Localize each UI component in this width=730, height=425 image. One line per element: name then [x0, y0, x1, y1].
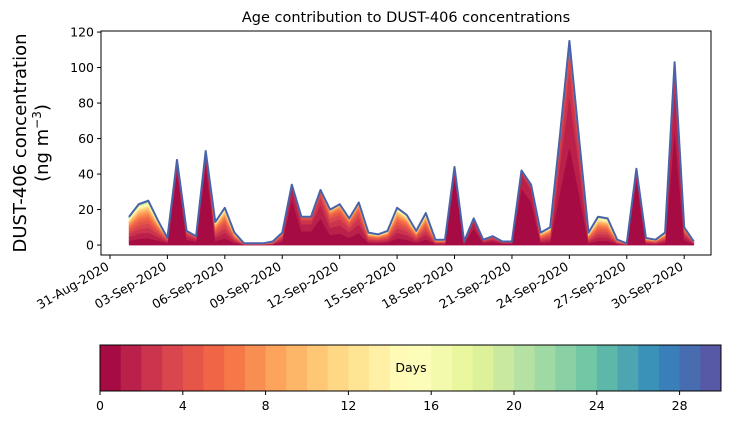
colorbar-bin-16 [431, 345, 453, 391]
colorbar-bin-19 [493, 345, 515, 391]
colorbar-bin-23 [576, 345, 598, 391]
colorbar-bin-25 [617, 345, 639, 391]
colorbar-bin-1 [120, 345, 142, 391]
x-axis: 31-Aug-202003-Sep-202006-Sep-202009-Sep-… [34, 255, 686, 312]
y-tick-label: 60 [78, 131, 94, 146]
colorbar-bin-21 [534, 345, 556, 391]
y-tick-label: 0 [86, 238, 94, 253]
colorbar-tick-label: 0 [96, 398, 104, 413]
colorbar-bin-6 [224, 345, 246, 391]
colorbar-bin-29 [700, 345, 722, 391]
y-tick-label: 20 [78, 202, 94, 217]
colorbar-bin-15 [410, 345, 432, 391]
chart-title: Age contribution to DUST-406 concentrati… [242, 10, 570, 26]
colorbar-bin-27 [658, 345, 681, 391]
colorbar-tick-label: 8 [262, 398, 270, 413]
y-axis-label: DUST-406 concentration (ng m−3) [10, 33, 53, 252]
stacked-layers [128, 39, 695, 246]
colorbar-tick-label: 4 [179, 398, 187, 413]
colorbar-bin-8 [265, 345, 287, 391]
colorbar-bin-11 [327, 345, 349, 391]
colorbar-bin-5 [203, 345, 225, 391]
colorbar-bin-7 [244, 345, 267, 391]
colorbar-bin-24 [596, 345, 618, 391]
colorbar-bin-13 [369, 345, 391, 391]
plot-frame [100, 30, 712, 256]
colorbar-bin-3 [162, 345, 184, 391]
y-label-line2: (ng m−3) [30, 104, 53, 182]
colorbar-bin-12 [348, 345, 370, 391]
colorbar-tick-label: 20 [506, 398, 522, 413]
colorbar-frame [99, 344, 722, 392]
colorbar-bin-9 [286, 345, 308, 391]
colorbar-bin-28 [679, 345, 701, 391]
y-tick-label: 100 [70, 60, 94, 75]
colorbar-bin-4 [182, 345, 204, 391]
colorbar-label: Days [395, 360, 426, 375]
colorbar-bin-14 [389, 345, 411, 391]
colorbar-tick-label: 28 [672, 398, 688, 413]
colorbar-bin-18 [472, 345, 494, 391]
colorbar-bin-0 [100, 345, 122, 391]
colorbar-bin-22 [555, 345, 577, 391]
y-tick-label: 80 [78, 96, 94, 111]
y-tick-label: 40 [78, 167, 94, 182]
colorbar: 0 4 8 12 16 20 24 28 [96, 344, 722, 413]
colorbar-bin-26 [638, 345, 660, 391]
y-label-line1: DUST-406 concentration [10, 33, 31, 252]
colorbar-tick-label: 16 [423, 398, 439, 413]
y-axis: 0 20 40 60 80 100 120 [70, 25, 101, 253]
colorbar-bin-10 [307, 345, 329, 391]
y-tick-label: 120 [70, 25, 94, 40]
colorbar-bin-17 [451, 345, 474, 391]
colorbar-bin-20 [514, 345, 536, 391]
total-outline [128, 39, 695, 245]
colorbar-tick-label: 24 [589, 398, 605, 413]
colorbar-tick-label: 12 [340, 398, 356, 413]
colorbar-bin-2 [141, 345, 163, 391]
